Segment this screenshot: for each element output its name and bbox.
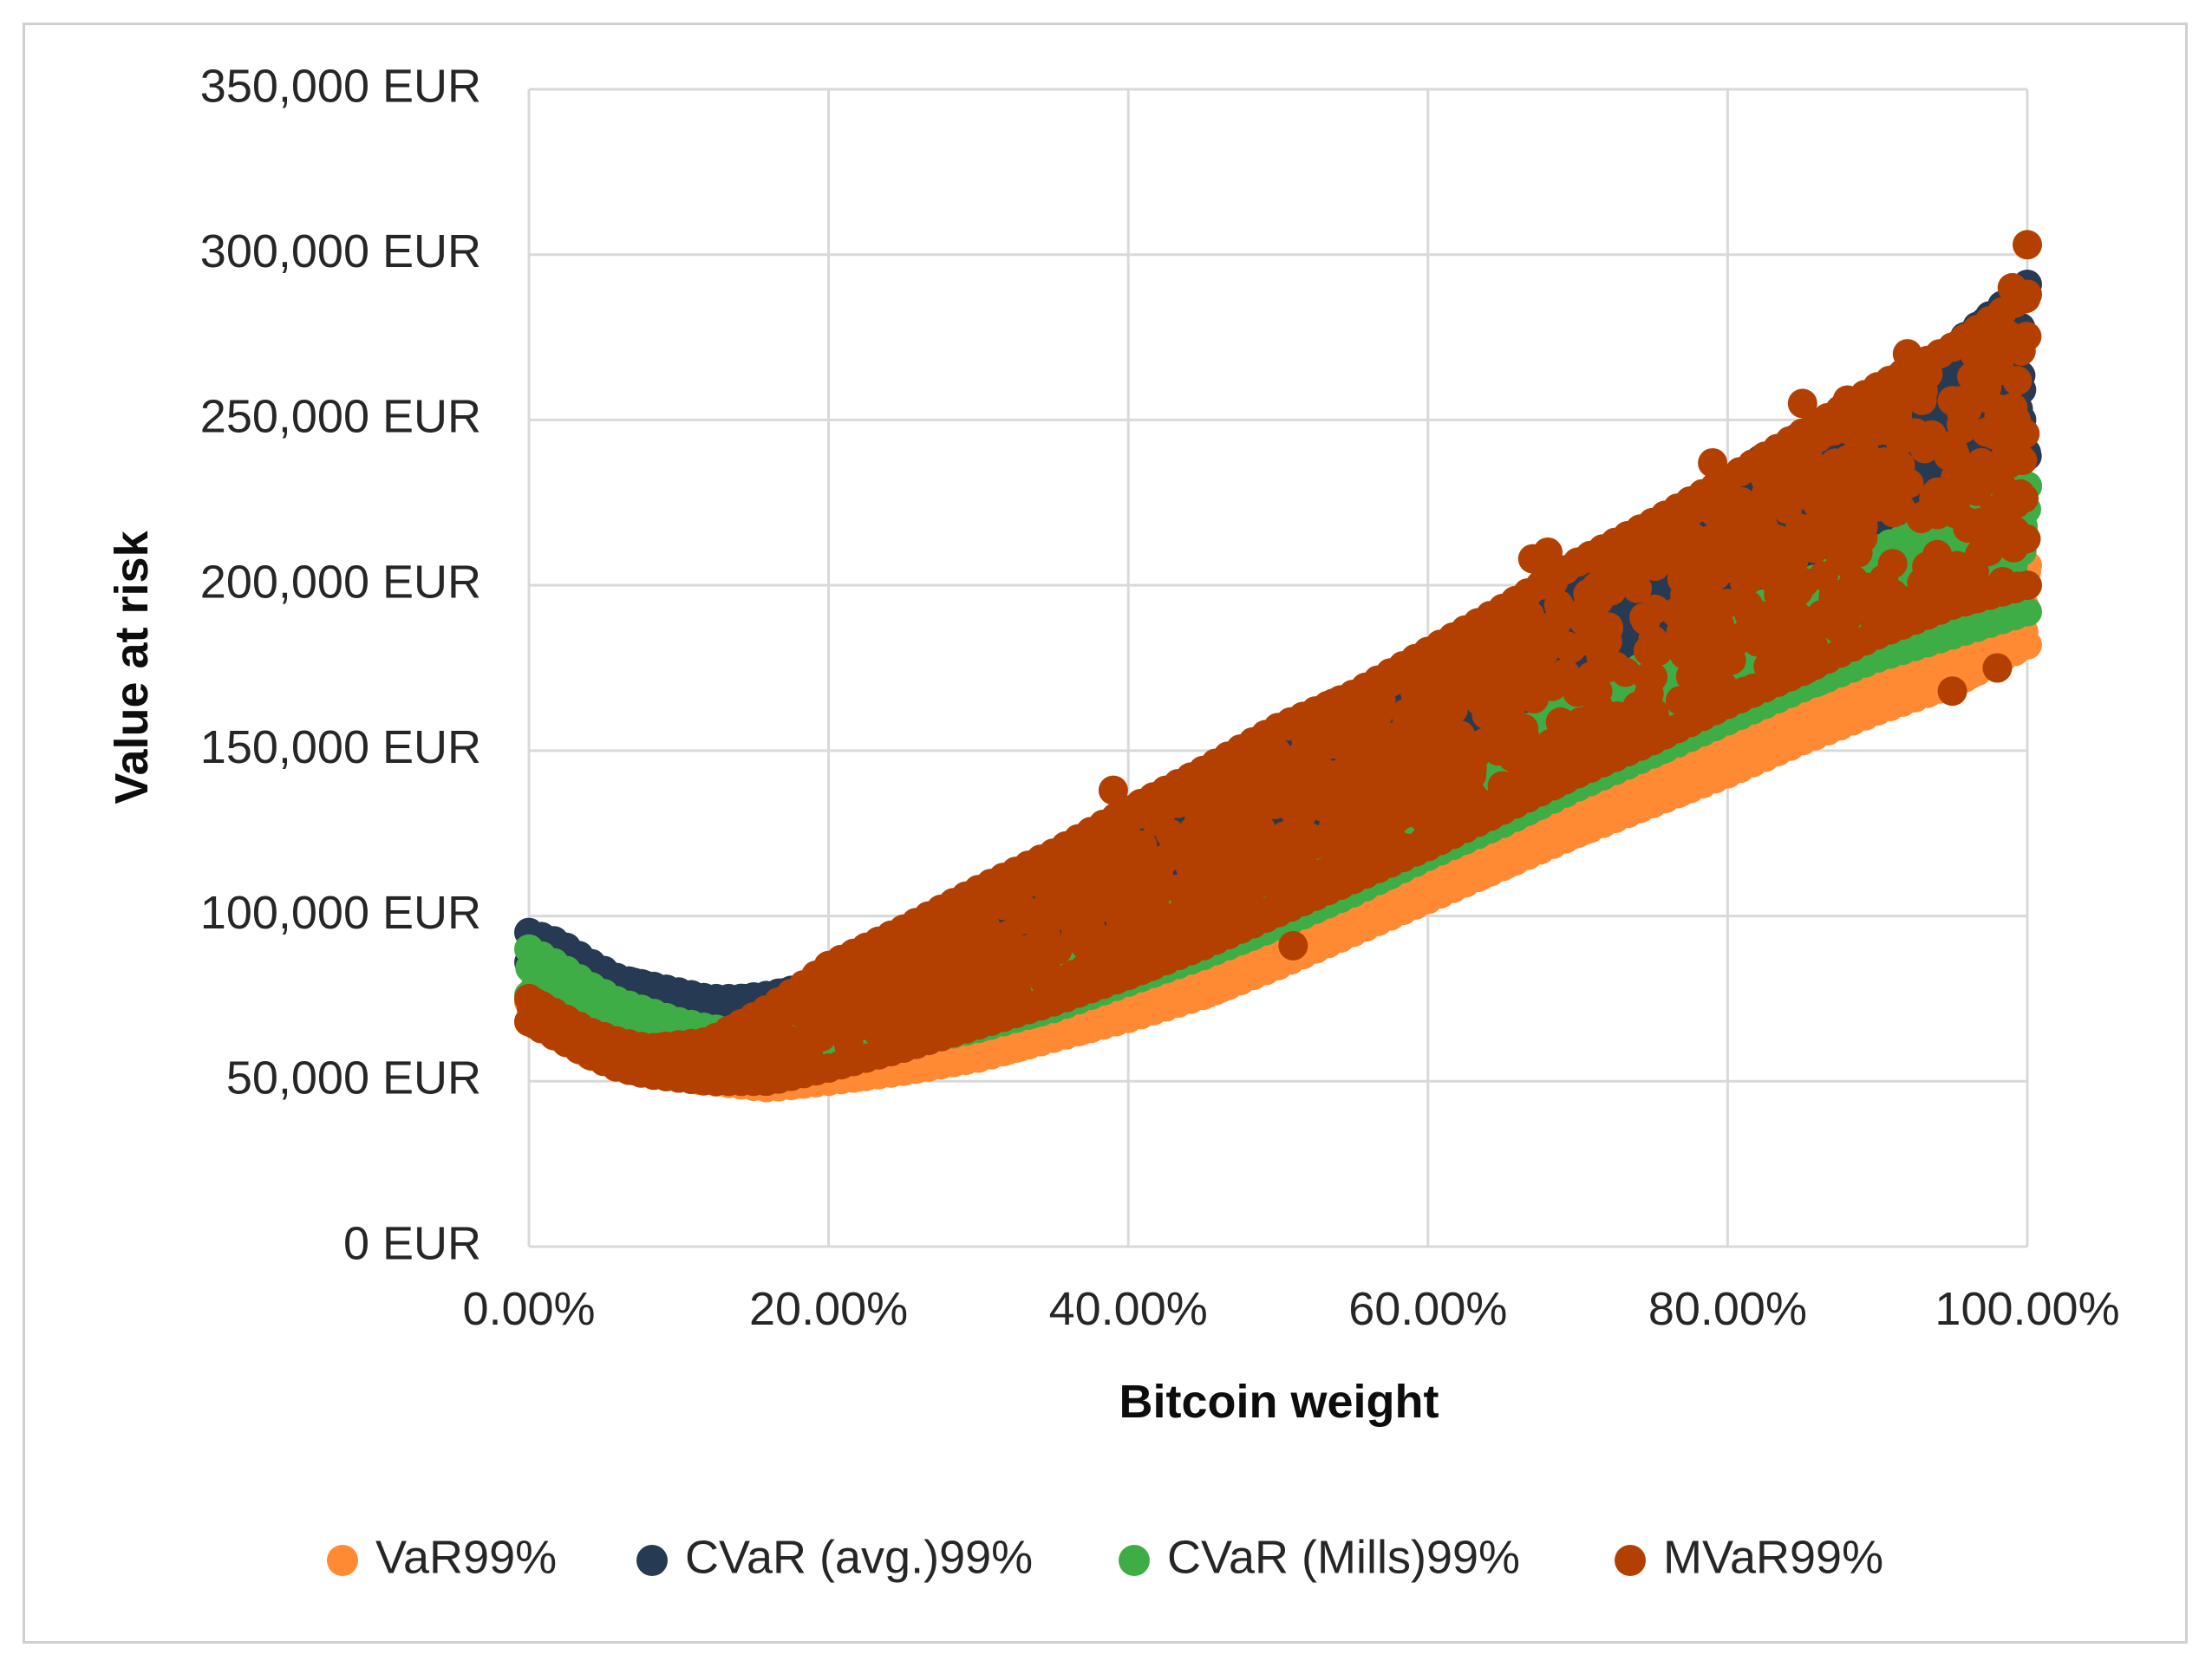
points-layer [514,230,2042,1103]
data-point [2013,596,2042,627]
axis-layer [527,89,2027,1248]
data-point [2013,629,2042,660]
series-3 [514,230,2042,1097]
